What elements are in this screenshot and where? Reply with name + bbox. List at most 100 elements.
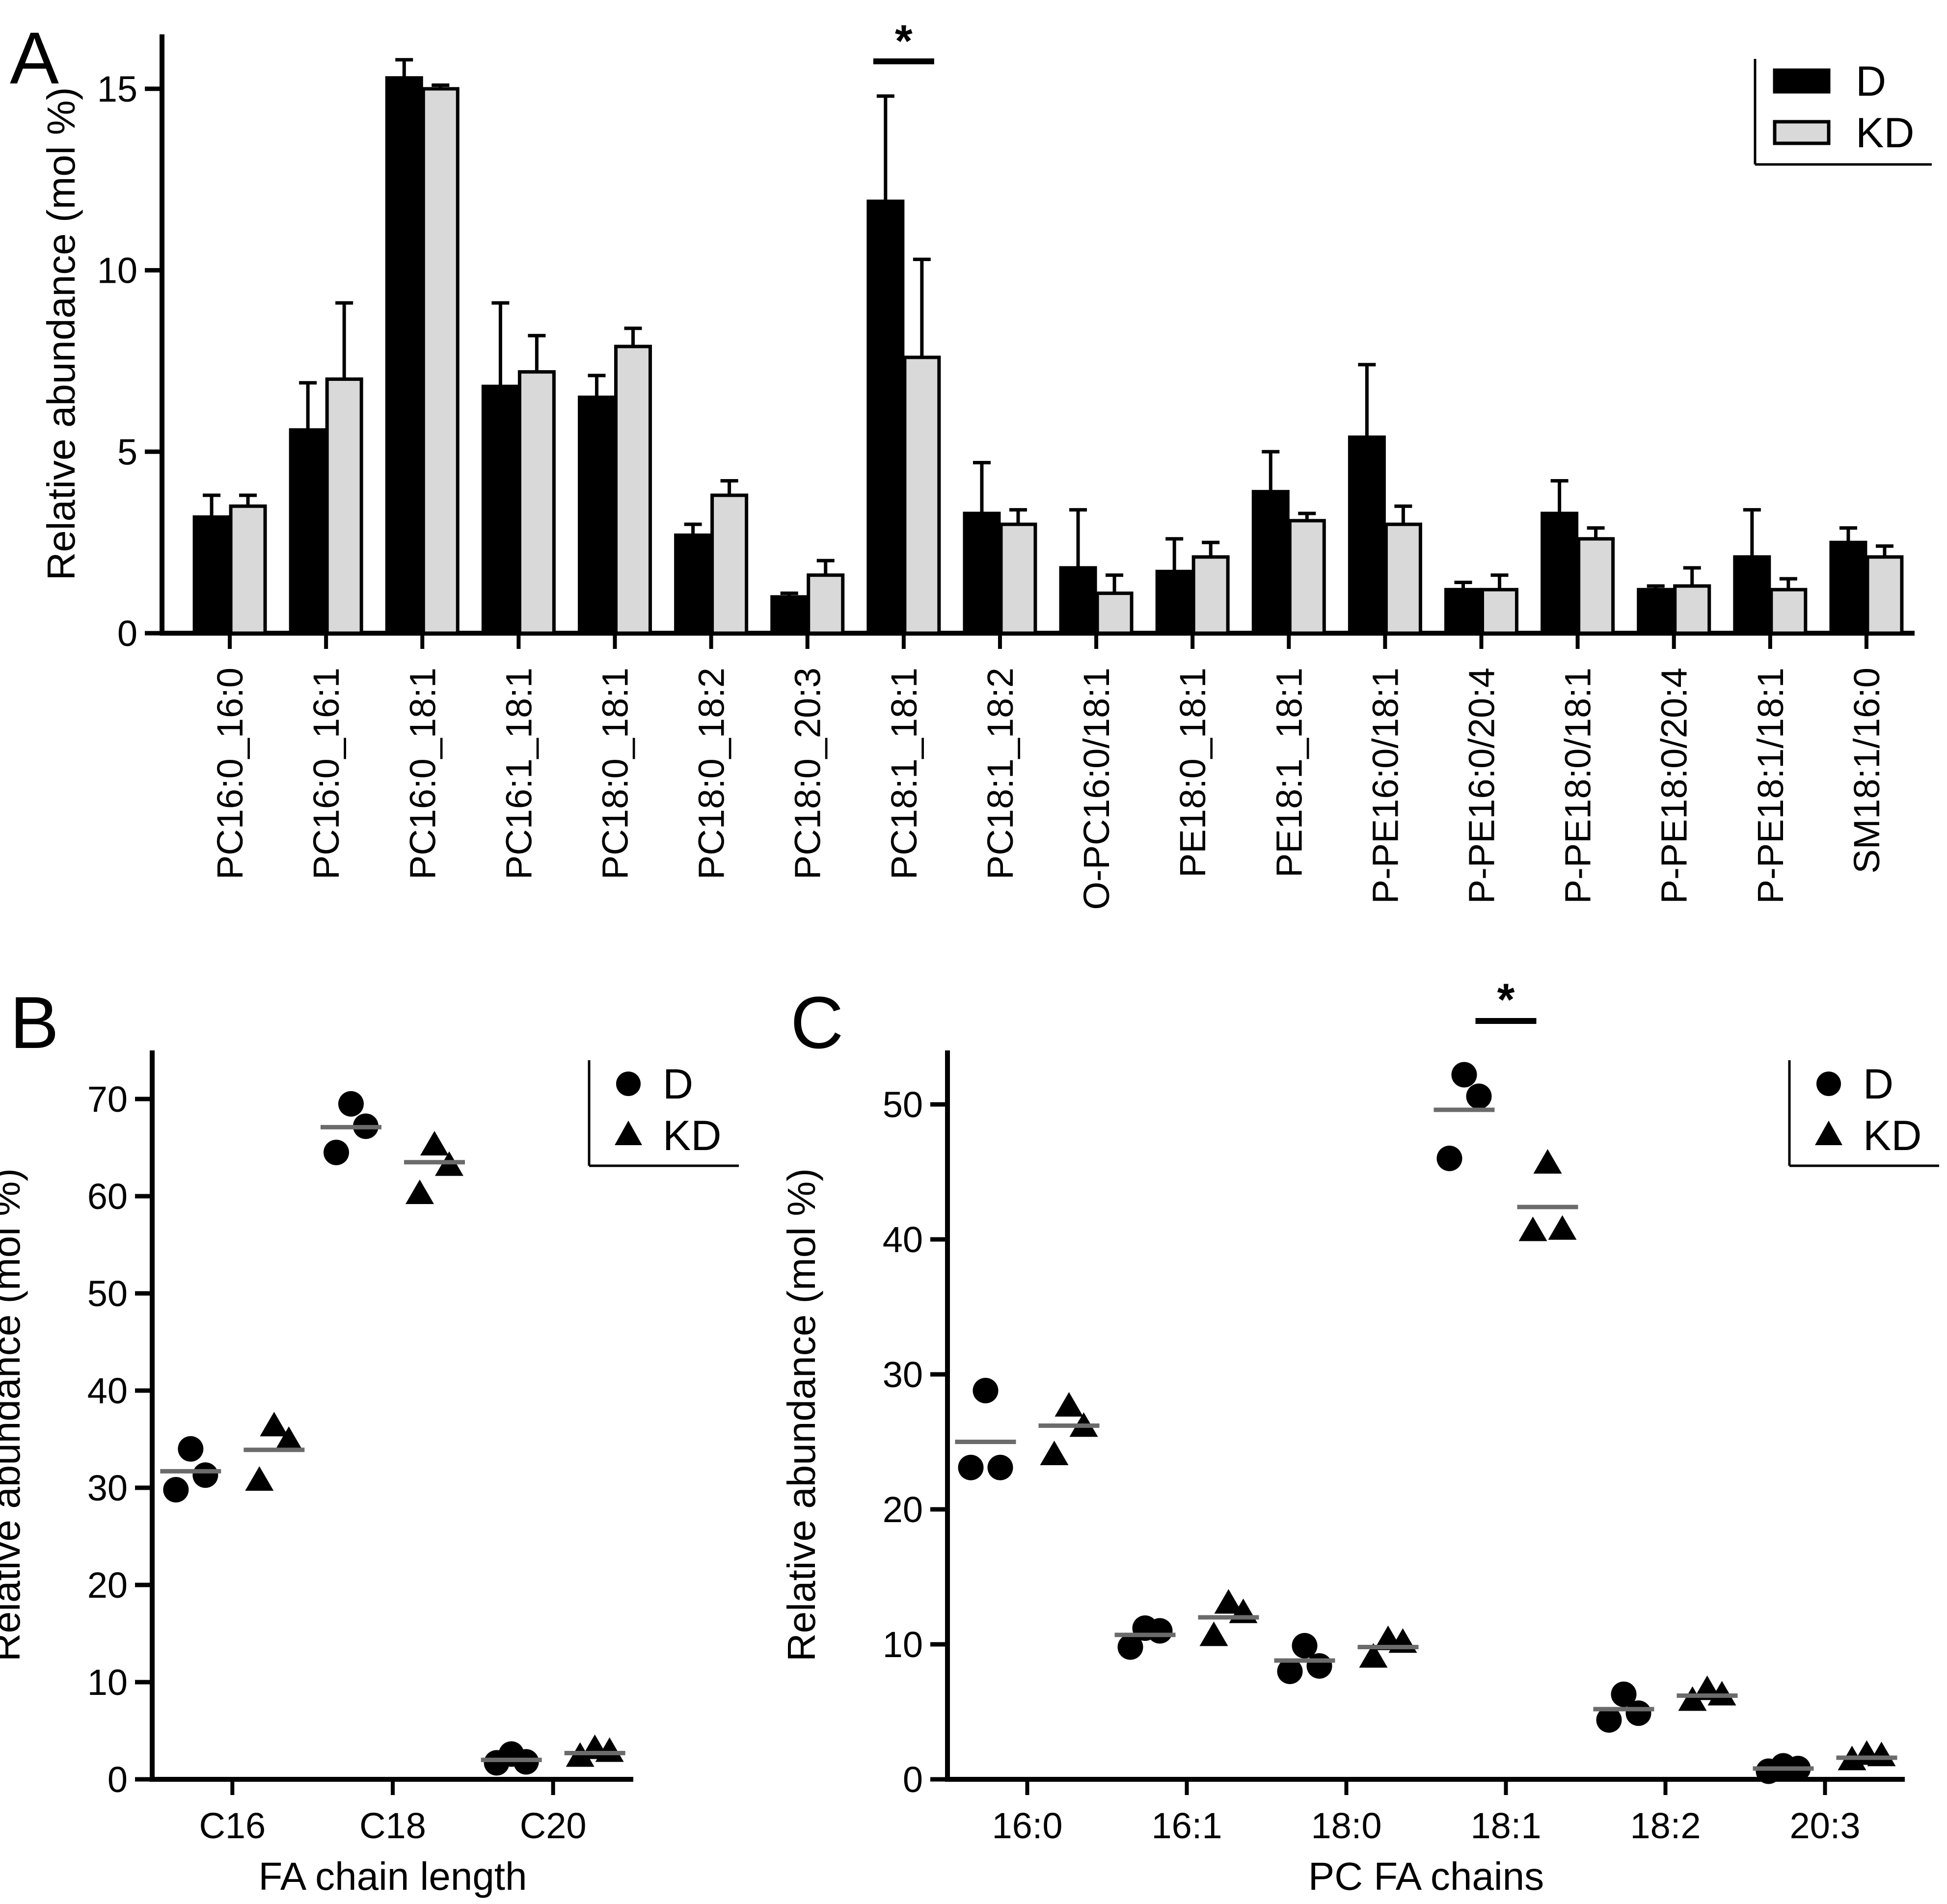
y-tick-label-a: 10 [97, 250, 137, 291]
bar-d-PC16:0_18:1 [385, 76, 423, 635]
x-category-label-a: PE18:0_18:1 [1172, 668, 1213, 878]
point-kd-16:1 [1214, 1589, 1243, 1614]
bar-kd-PE18:0_18:1 [1191, 555, 1230, 635]
panel-label-b: B [10, 981, 59, 1064]
point-kd-C20 [595, 1737, 624, 1762]
legend-swatch-kd [1773, 120, 1831, 145]
x-category-label-a: P-PE18:1/18:1 [1750, 668, 1791, 904]
bar-kd-PC18:1_18:1 [903, 355, 941, 635]
legend-marker-d [1816, 1072, 1841, 1096]
point-kd-18:2 [1678, 1686, 1707, 1711]
point-kd-C16 [245, 1466, 274, 1491]
bar-d-PC18:1_18:1 [866, 199, 905, 635]
legend-label-kd: KD [1856, 109, 1914, 157]
bar-d-PC18:1_18:2 [963, 511, 1001, 635]
x-category-label-a: SM18:1/16:0 [1846, 668, 1887, 874]
point-d-C18 [324, 1139, 349, 1165]
y-tick-label-b: 70 [87, 1079, 128, 1120]
point-kd-C18 [420, 1131, 449, 1156]
y-axis-title-c: Relative abundance (mol %) [780, 1168, 823, 1662]
point-kd-16:0 [1055, 1392, 1083, 1417]
x-category-label-a: P-PE16:0/18:1 [1365, 668, 1406, 904]
bar-kd-PC18:0_18:1 [614, 345, 652, 635]
point-kd-18:2 [1707, 1681, 1736, 1706]
point-d-18:1 [1466, 1083, 1492, 1109]
y-tick-label-c: 0 [903, 1759, 923, 1800]
point-d-18:2 [1625, 1700, 1651, 1726]
x-category-label-a: PC16:0_16:1 [306, 668, 347, 880]
y-tick-label-c: 30 [883, 1354, 923, 1395]
legend-marker-kd [615, 1121, 642, 1145]
y-tick-label-c: 20 [883, 1489, 923, 1530]
x-category-label-c: 18:2 [1630, 1805, 1701, 1846]
bar-d-PC18:0_18:2 [674, 533, 712, 635]
y-tick-label-b: 50 [87, 1273, 128, 1314]
point-kd-18:0 [1359, 1643, 1388, 1668]
bar-kd-P-PE16:0/20:4 [1481, 588, 1518, 635]
x-category-label-a: PC18:1_18:2 [980, 668, 1021, 880]
bar-d-PC16:0_16:0 [192, 515, 231, 635]
bar-kd-PE18:1_18:1 [1288, 519, 1326, 635]
bar-d-PC18:0_20:3 [770, 595, 809, 635]
x-category-label-a: PC16:0_18:1 [402, 668, 443, 880]
legend-swatch-d [1773, 68, 1831, 94]
bar-kd-PC18:0_20:3 [807, 573, 845, 635]
bar-kd-SM18:1/16:0 [1866, 555, 1904, 635]
point-kd-18:1 [1533, 1149, 1562, 1174]
point-kd-16:0 [1040, 1441, 1069, 1465]
bar-d-P-PE18:0/18:1 [1541, 511, 1579, 635]
y-axis-title-a: Relative abundance (mol %) [39, 87, 83, 581]
y-tick-label-c: 40 [883, 1219, 923, 1260]
legend-marker-kd [1815, 1121, 1842, 1145]
x-category-label-c: 16:1 [1151, 1805, 1222, 1846]
x-category-label-c: 20:3 [1789, 1805, 1860, 1846]
bar-kd-P-PE16:0/18:1 [1384, 522, 1422, 635]
point-d-C16 [192, 1462, 218, 1488]
bar-d-PC16:0_16:1 [289, 428, 327, 635]
point-d-16:1 [1147, 1618, 1173, 1644]
point-d-C18 [338, 1091, 364, 1117]
bar-kd-PC18:1_18:2 [999, 522, 1037, 635]
x-category-label-b: C20 [520, 1805, 587, 1846]
x-category-label-a: PC18:0_18:2 [691, 668, 732, 880]
x-category-label-b: C16 [199, 1805, 266, 1846]
bar-kd-PC16:0_16:1 [325, 377, 363, 635]
bar-d-PC18:0_18:1 [578, 395, 616, 635]
x-category-label-a: P-PE18:0/18:1 [1558, 668, 1598, 904]
x-category-label-a: P-PE16:0/20:4 [1461, 668, 1502, 904]
legend-label-kd: KD [1863, 1112, 1921, 1159]
bar-kd-P-PE18:1/18:1 [1769, 588, 1808, 635]
point-d-16:0 [987, 1454, 1013, 1480]
bar-d-P-PE16:0/20:4 [1444, 588, 1482, 635]
legend-label-d: D [663, 1061, 693, 1108]
x-category-label-a: PE18:1_18:1 [1269, 668, 1309, 878]
point-d-18:0 [1292, 1633, 1318, 1659]
bar-kd-P-PE18:0/20:4 [1673, 584, 1711, 635]
significance-star-a: * [895, 16, 913, 66]
bar-d-O-PC16:0/18:1 [1059, 566, 1097, 635]
point-kd-20:3 [1867, 1742, 1896, 1767]
x-category-label-a: O-PC16:0/18:1 [1076, 668, 1117, 910]
bar-kd-PC16:1_18:1 [517, 370, 556, 635]
bar-d-SM18:1/16:0 [1829, 540, 1867, 635]
point-d-18:0 [1306, 1653, 1332, 1679]
point-d-18:1 [1436, 1146, 1462, 1171]
point-kd-C18 [406, 1180, 434, 1205]
y-tick-label-c: 10 [883, 1624, 923, 1665]
y-tick-label-b: 30 [87, 1468, 128, 1508]
point-d-16:0 [958, 1454, 984, 1480]
x-category-label-a: PC16:0_16:0 [210, 668, 250, 880]
panel-a: A 0 5 10 15 Relative abundance (mol %) PC16:0_… [10, 16, 1932, 910]
y-tick-label-a: 0 [117, 613, 137, 654]
point-d-C16 [163, 1476, 189, 1502]
point-d-18:1 [1451, 1062, 1477, 1088]
point-d-18:2 [1596, 1707, 1622, 1733]
bar-kd-PC16:0_16:0 [229, 504, 267, 635]
point-d-18:0 [1277, 1659, 1303, 1684]
panel-c: C 0 10 20 30 40 50 Relative abundance (mol %) 16… [780, 975, 1939, 1898]
x-category-label-a: P-PE18:0/20:4 [1654, 668, 1695, 904]
bar-d-PE18:0_18:1 [1155, 569, 1193, 635]
x-axis-title-c: PC FA chains [1308, 1854, 1544, 1898]
y-tick-label-b: 10 [87, 1662, 128, 1703]
